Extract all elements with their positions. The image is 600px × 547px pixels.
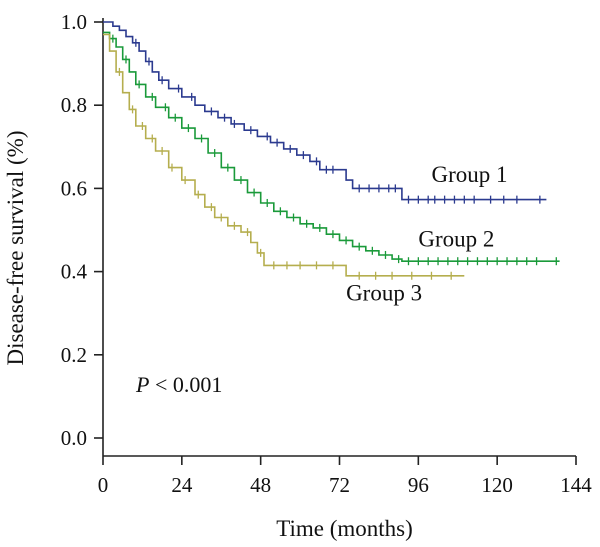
y-tick-label: 0.2 <box>61 343 87 367</box>
x-tick-label: 24 <box>171 473 193 497</box>
x-tick-label: 0 <box>98 473 109 497</box>
series-label-group-3: Group 3 <box>346 281 422 306</box>
y-tick-label: 1.0 <box>61 10 87 34</box>
series-label-group-1: Group 1 <box>431 162 507 187</box>
plot-area: 0.0 0.2 0.4 0.6 0.8 1.0 0 24 48 72 96 120 144 Time (m… <box>3 10 592 541</box>
x-tick-label: 72 <box>329 473 350 497</box>
x-tick-label: 48 <box>250 473 271 497</box>
y-tick-label: 0.4 <box>61 260 88 284</box>
x-tick-label: 96 <box>408 473 429 497</box>
x-axis-title: Time (months) <box>276 516 413 541</box>
y-tick-label: 0.0 <box>61 426 87 450</box>
x-tick-label: 144 <box>560 473 592 497</box>
series-label-group-2: Group 2 <box>418 227 494 252</box>
x-tick-label: 120 <box>481 473 513 497</box>
y-tick-label: 0.6 <box>61 176 87 200</box>
y-axis-title: Disease-free survival (%) <box>3 131 28 366</box>
series-line-group-3 <box>103 33 465 277</box>
p-value-annotation: P < 0.001 <box>135 372 222 397</box>
y-tick-label: 0.8 <box>61 93 87 117</box>
